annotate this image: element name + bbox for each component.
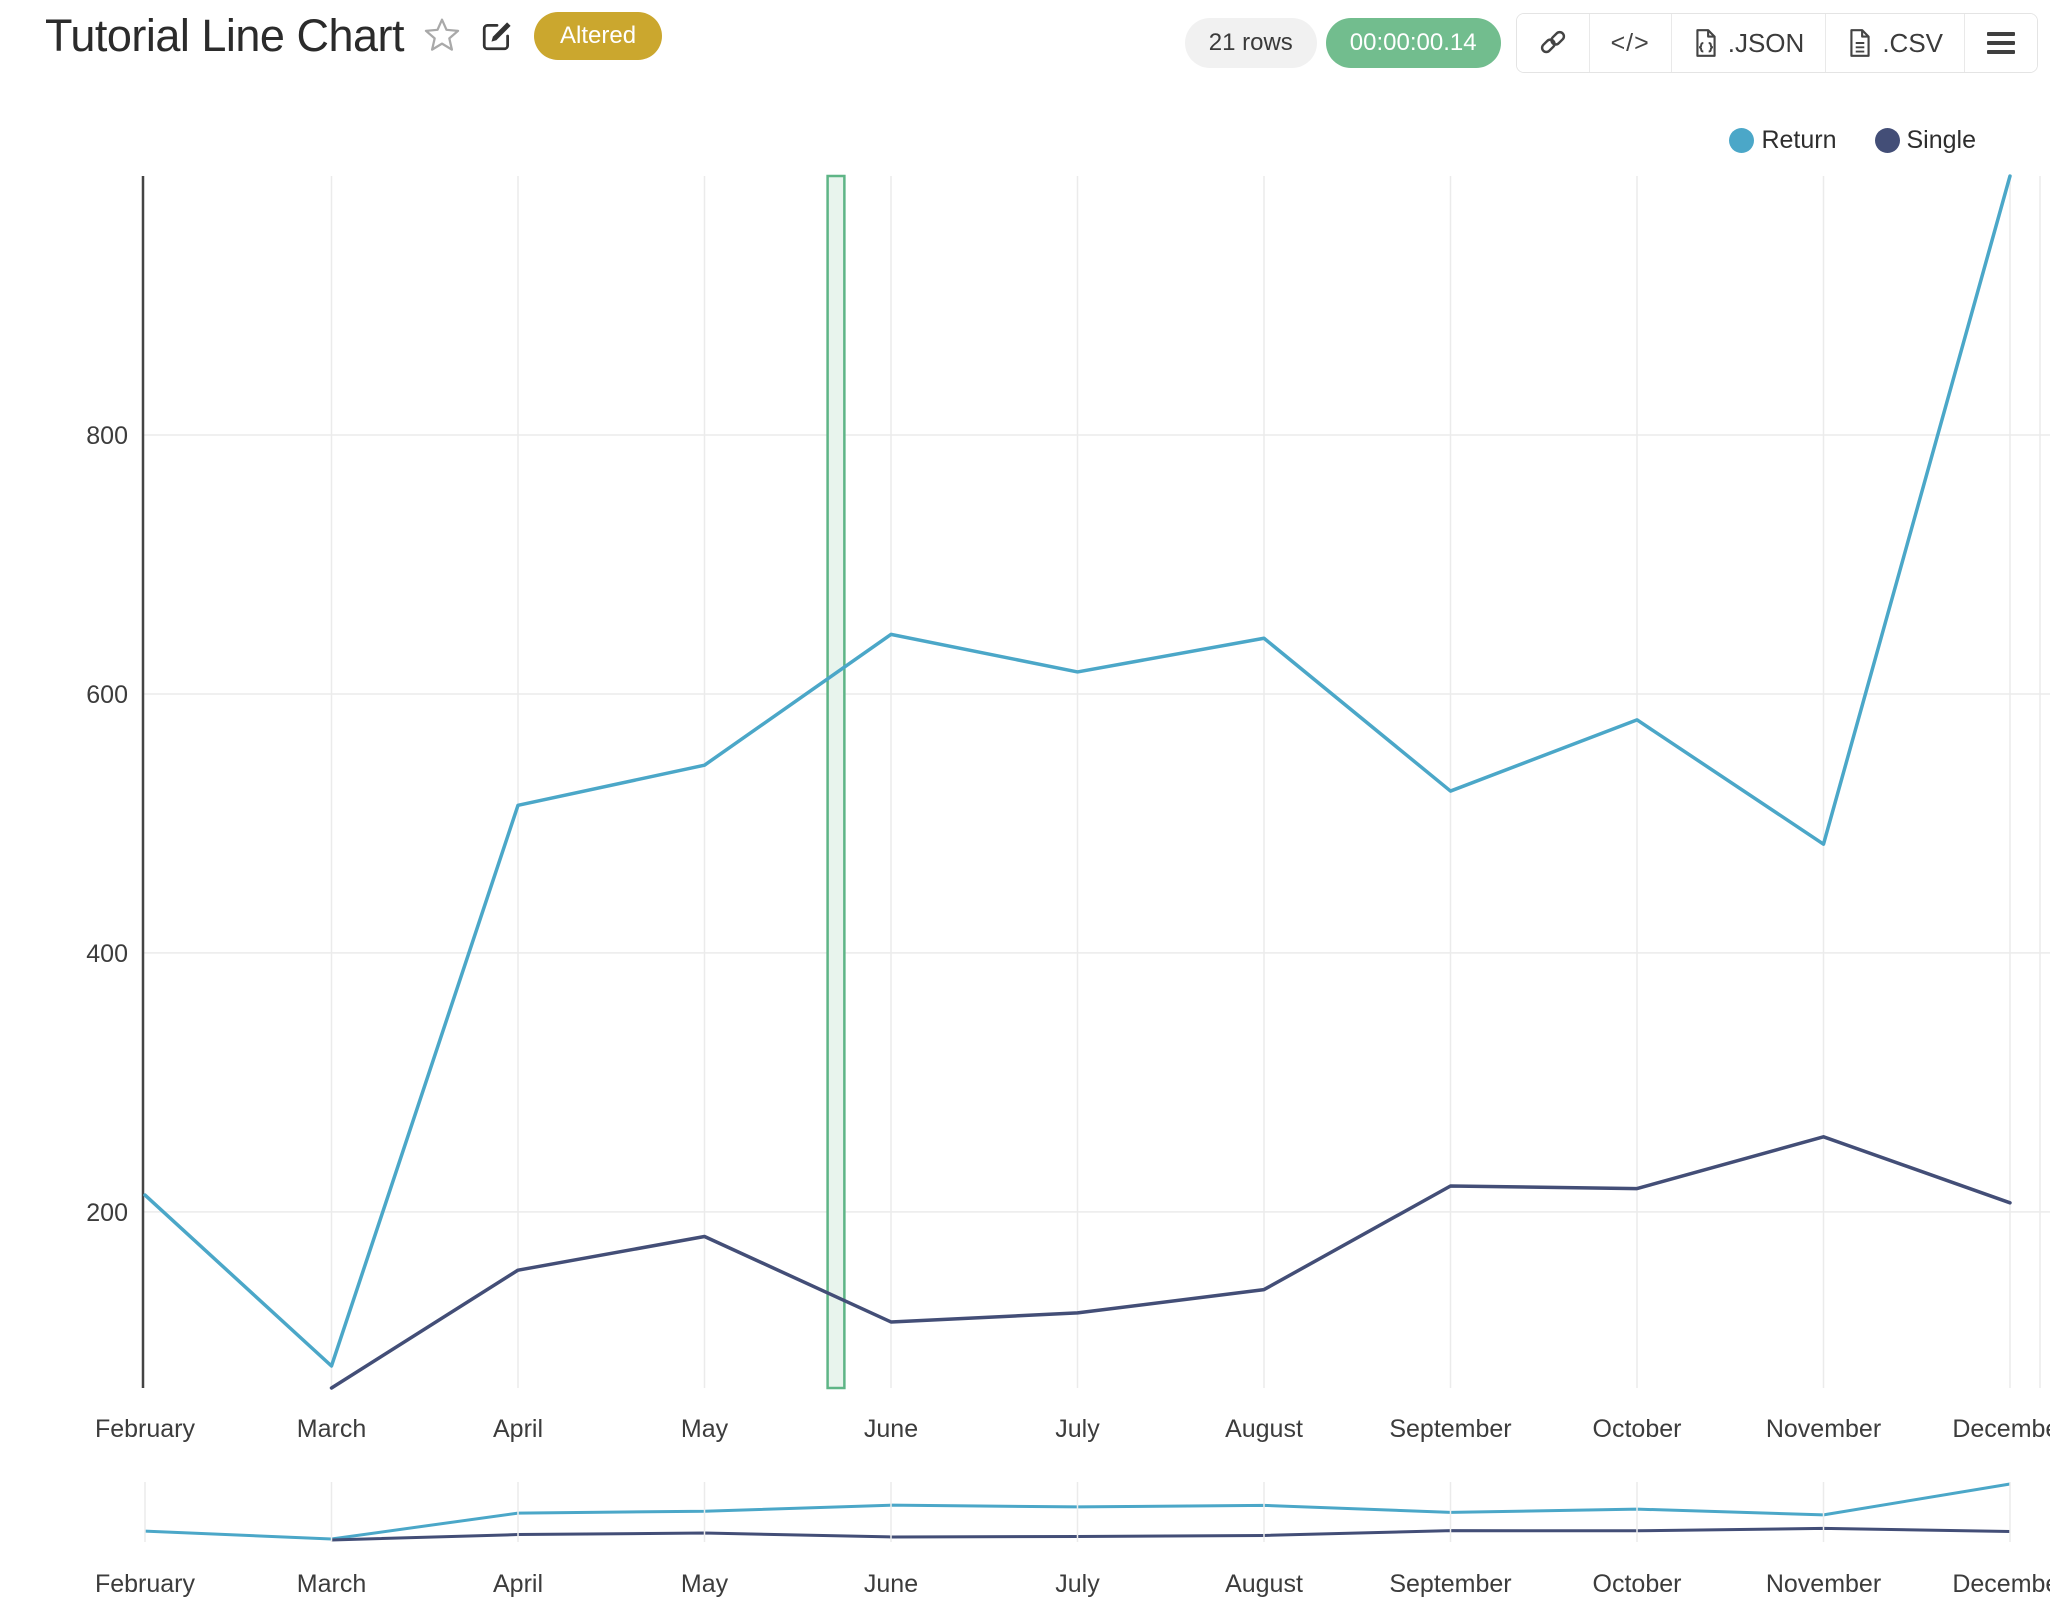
rangeslider-x-label: March [297, 1570, 366, 1598]
row-count-badge: 21 rows [1184, 18, 1317, 68]
series-line-single[interactable] [329, 1135, 2012, 1390]
export-button-group: </> .JSON .CSV [1515, 13, 2038, 73]
selection-band[interactable] [826, 174, 846, 1390]
y-tick-label: 200 [86, 1199, 128, 1227]
chart-legend: Return Single [1729, 126, 1976, 155]
download-json-label: .JSON [1727, 27, 1805, 58]
embed-code-button[interactable]: </> [1588, 14, 1671, 72]
json-file-icon [1696, 29, 1716, 57]
link-icon [1540, 30, 1565, 54]
download-json-button[interactable]: .JSON [1670, 14, 1826, 72]
rangeslider-x-label: July [1055, 1570, 1100, 1598]
execution-time-badge: 00:00:00.14 [1325, 18, 1501, 68]
rangeslider-line-single [331, 1526, 2011, 1542]
x-tick-label: December [1952, 1415, 2050, 1443]
x-tick-label: August [1225, 1415, 1303, 1443]
legend-dot-icon [1874, 128, 1900, 153]
code-icon: </> [1610, 28, 1650, 57]
legend-item-return[interactable]: Return [1729, 126, 1837, 155]
x-tick-label: October [1593, 1415, 1682, 1443]
header-toolbar: 21 rows 00:00:00.14 </> .JSON [1184, 13, 2038, 73]
altered-badge: Altered [534, 12, 663, 60]
y-tick-label: 400 [86, 940, 128, 968]
rangeslider-x-label: April [493, 1570, 543, 1598]
more-options-menu-button[interactable] [1964, 14, 2037, 72]
y-tick-label: 600 [86, 681, 128, 709]
favorite-star-button[interactable] [424, 18, 460, 54]
rangeslider-x-label: June [864, 1570, 918, 1598]
page-title: Tutorial Line Chart [45, 10, 405, 61]
y-tick-label: 800 [86, 422, 128, 450]
x-tick-label: September [1389, 1415, 1511, 1443]
rangeslider-x-label: October [1593, 1570, 1682, 1598]
series-line-return[interactable] [143, 174, 2012, 1368]
x-tick-label: November [1766, 1415, 1881, 1443]
x-tick-label: June [864, 1415, 918, 1443]
x-tick-label: July [1055, 1415, 1100, 1443]
x-tick-label: February [95, 1415, 196, 1443]
hamburger-menu-icon [1987, 32, 2015, 54]
download-csv-button[interactable]: .CSV [1825, 14, 1964, 72]
legend-label: Single [1906, 126, 1977, 154]
x-tick-label: March [297, 1415, 366, 1443]
download-csv-label: .CSV [1882, 27, 1943, 58]
rangeslider-x-label: September [1389, 1570, 1511, 1598]
rangeslider-x-label: May [681, 1570, 729, 1598]
rangeslider-x-label: February [95, 1570, 196, 1598]
x-tick-label: April [493, 1415, 543, 1443]
legend-label: Return [1761, 126, 1837, 154]
rangeslider-x-label: August [1225, 1570, 1303, 1598]
edit-name-button[interactable] [480, 19, 514, 53]
share-link-button[interactable] [1516, 14, 1589, 72]
rangeslider-x-label: December [1952, 1570, 2050, 1598]
x-tick-label: May [681, 1415, 729, 1443]
edit-pencil-icon [482, 22, 511, 51]
legend-item-single[interactable]: Single [1874, 126, 1977, 155]
header-title-row: Tutorial Line Chart Altered [45, 10, 663, 62]
star-icon [424, 18, 460, 51]
rangeslider-x-label: November [1766, 1570, 1881, 1598]
csv-file-icon [1850, 29, 1870, 57]
legend-dot-icon [1729, 128, 1755, 153]
